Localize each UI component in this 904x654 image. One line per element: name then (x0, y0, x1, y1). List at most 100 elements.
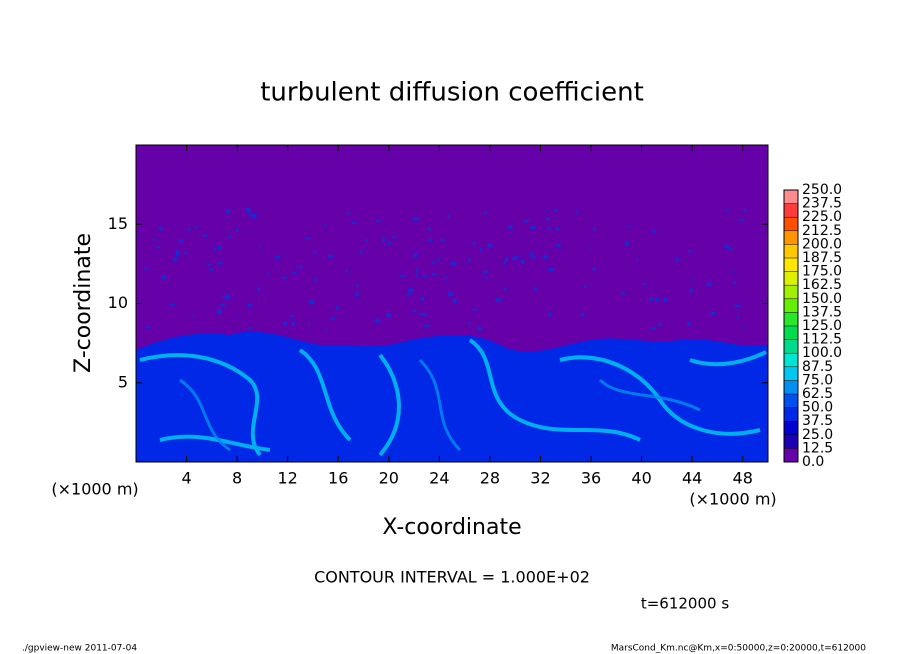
colorbar-label: 175.0 (802, 264, 842, 280)
speck (743, 208, 747, 213)
speck (628, 225, 632, 228)
speck (736, 315, 741, 319)
speck (220, 296, 228, 299)
speck (416, 273, 419, 279)
speck (399, 274, 406, 278)
colorbar-bin (784, 434, 798, 449)
x-tick-label: 12 (278, 469, 298, 488)
speck (216, 309, 223, 314)
speck (385, 312, 392, 317)
speck (472, 242, 477, 245)
speck (152, 237, 156, 241)
x-tick-label: 44 (682, 469, 702, 488)
colorbar-label: 100.0 (802, 345, 842, 361)
speck (412, 308, 417, 313)
speck (723, 244, 731, 249)
speck (421, 275, 429, 278)
speck (192, 314, 195, 317)
colorbar-label: 250.0 (802, 182, 842, 198)
colorbar-label: 225.0 (802, 209, 842, 225)
colorbar-bin (784, 366, 798, 381)
speck (728, 247, 733, 251)
speck (725, 208, 730, 212)
speck (168, 303, 176, 306)
colorbar-label: 200.0 (802, 236, 842, 252)
speck (282, 276, 288, 280)
speck (555, 243, 562, 248)
speck (206, 263, 213, 266)
colorbar-bin (784, 217, 798, 231)
speck (512, 256, 518, 261)
speck (654, 297, 660, 302)
speck (542, 254, 549, 260)
colorbar-bin (784, 339, 798, 354)
speck (471, 308, 478, 311)
speck (546, 313, 550, 317)
speck (248, 326, 253, 330)
colorbar-label: 62.5 (802, 386, 833, 402)
speck (172, 257, 178, 262)
speck (592, 267, 596, 271)
speck (546, 227, 552, 230)
speck (209, 268, 214, 271)
y-tick-label: 5 (118, 372, 128, 391)
speck (452, 298, 458, 304)
x-tick-label: 8 (232, 469, 242, 488)
colorbar-label: 212.5 (802, 223, 842, 239)
speck (580, 312, 585, 317)
colorbar-label: 50.0 (802, 400, 833, 416)
speck (158, 226, 164, 231)
speck (360, 249, 363, 255)
speck (583, 285, 587, 289)
speck (523, 220, 527, 224)
speck (494, 298, 502, 303)
speck (635, 258, 639, 261)
field (136, 145, 768, 462)
colorbar-bin (784, 448, 798, 462)
speck (642, 282, 647, 285)
speck (308, 299, 315, 305)
speck (374, 318, 381, 324)
speck (534, 286, 538, 291)
streaks (139, 338, 767, 457)
colorbar-bin (784, 203, 798, 218)
speck (194, 225, 198, 229)
speck (477, 326, 483, 332)
speck (248, 213, 251, 216)
colorbar-label: 75.0 (802, 372, 833, 388)
speck (485, 276, 488, 280)
colorbar-label: 12.5 (802, 440, 833, 456)
speck (547, 267, 555, 272)
speck (161, 275, 167, 280)
colorbar-bin (784, 380, 798, 394)
speck (354, 292, 360, 297)
speck (178, 239, 183, 243)
speck (412, 252, 418, 258)
x-tick-label: 4 (181, 469, 191, 488)
speck (444, 275, 448, 279)
speck (502, 288, 508, 291)
colorbar-label: 0.0 (802, 454, 824, 470)
colorbar-label: 87.5 (802, 359, 833, 375)
speck (621, 291, 625, 296)
colorbar-bin (784, 230, 798, 245)
speck (213, 247, 217, 251)
speck (518, 254, 521, 258)
speck (689, 288, 694, 293)
colorbar-bin (784, 326, 798, 340)
colorbar-bin (784, 244, 798, 258)
speck (324, 223, 327, 227)
colorbar-bin (784, 258, 798, 272)
colorbar-label: 37.5 (802, 413, 833, 429)
colorbar-label: 237.5 (802, 196, 842, 212)
speck (479, 247, 483, 252)
colorbar-bin (784, 298, 798, 313)
speck (219, 303, 226, 307)
speck (274, 255, 281, 260)
x-tick-label: 16 (328, 469, 348, 488)
speck (738, 218, 745, 222)
speck (575, 210, 579, 214)
speck (416, 268, 419, 274)
speck (313, 278, 317, 283)
